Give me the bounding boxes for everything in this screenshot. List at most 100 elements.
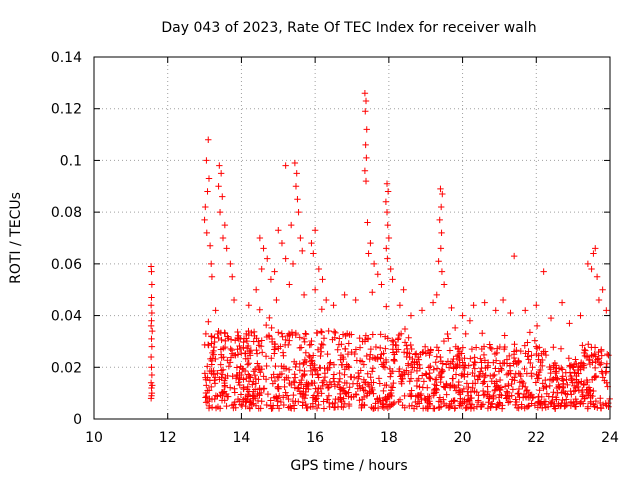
- data-point: [522, 307, 529, 314]
- band-marker: [301, 371, 308, 379]
- data-point: [205, 175, 213, 182]
- band-marker: [246, 405, 254, 412]
- band-marker: [204, 363, 211, 370]
- band-marker: [515, 404, 522, 412]
- band-marker: [515, 359, 522, 366]
- data-point: [385, 234, 393, 242]
- band-marker: [226, 384, 234, 391]
- data-point: [286, 281, 293, 288]
- data-point: [267, 276, 275, 283]
- band-marker: [367, 374, 374, 381]
- band-marker: [201, 370, 209, 377]
- band-marker: [252, 375, 260, 383]
- band-marker: [458, 370, 466, 378]
- data-point: [208, 273, 216, 280]
- band-marker: [477, 368, 484, 375]
- band-marker: [323, 381, 331, 388]
- band-marker: [471, 365, 478, 372]
- x-tick-label: 16: [306, 430, 324, 446]
- data-point: [201, 216, 208, 224]
- band-marker: [451, 324, 459, 332]
- band-marker: [501, 332, 508, 339]
- band-marker: [583, 353, 591, 360]
- band-marker: [249, 381, 256, 388]
- band-marker: [240, 384, 247, 391]
- band-marker: [542, 398, 550, 405]
- data-point: [588, 265, 595, 273]
- band-marker: [345, 393, 352, 400]
- band-marker: [597, 405, 605, 412]
- band-marker: [563, 396, 570, 403]
- band-marker: [356, 344, 364, 351]
- band-marker: [362, 379, 369, 386]
- band-marker: [256, 306, 263, 314]
- band-marker: [234, 395, 242, 403]
- data-point: [437, 203, 445, 211]
- band-marker: [497, 384, 505, 391]
- axis-ticks: [93, 56, 611, 420]
- band-marker: [352, 390, 360, 398]
- band-marker: [488, 401, 495, 408]
- y-tick-labels: 0 0.02 0.04 0.06 0.08 0.1 0.12 0.14: [51, 50, 82, 428]
- band-marker: [258, 398, 265, 405]
- band-marker: [420, 378, 428, 385]
- band-marker: [343, 363, 350, 371]
- band-marker: [275, 329, 282, 336]
- band-marker: [573, 378, 580, 386]
- band-marker: [359, 338, 366, 345]
- band-marker: [256, 391, 263, 399]
- band-marker: [243, 344, 251, 352]
- band-marker: [543, 390, 551, 397]
- band-marker: [285, 395, 292, 403]
- band-marker: [348, 394, 355, 401]
- data-point: [147, 322, 155, 330]
- band-marker: [202, 376, 210, 383]
- band-marker: [315, 401, 322, 409]
- band-marker: [419, 405, 427, 412]
- band-marker: [584, 403, 592, 410]
- band-marker: [405, 360, 412, 367]
- band-marker: [417, 390, 425, 398]
- band-marker: [278, 330, 286, 337]
- band-marker: [390, 356, 398, 363]
- data-point: [260, 245, 267, 252]
- band-marker: [364, 370, 371, 378]
- band-marker: [408, 402, 416, 409]
- band-marker: [267, 402, 274, 410]
- band-marker: [227, 336, 235, 343]
- data-point: [202, 203, 209, 211]
- band-marker: [520, 379, 527, 387]
- band-marker: [318, 340, 325, 348]
- band-marker: [242, 395, 249, 402]
- band-marker: [230, 404, 237, 412]
- band-marker: [443, 361, 450, 368]
- band-marker: [488, 345, 496, 353]
- band-marker: [231, 398, 239, 406]
- band-marker: [407, 375, 415, 382]
- band-marker: [564, 381, 571, 389]
- x-tick-labels: 10 12 14 16 18 20 22 24: [85, 430, 619, 446]
- data-point: [148, 364, 155, 371]
- data-point: [459, 312, 466, 319]
- band-marker: [304, 404, 311, 412]
- band-marker: [277, 398, 285, 406]
- band-marker: [232, 352, 239, 359]
- band-marker: [588, 351, 595, 359]
- band-marker: [239, 365, 247, 373]
- band-marker: [330, 404, 338, 411]
- band-marker: [391, 351, 398, 358]
- band-marker: [212, 392, 220, 399]
- x-tick-label: 18: [380, 430, 398, 446]
- band-marker: [451, 405, 458, 412]
- data-point: [407, 312, 415, 319]
- data-point: [382, 198, 390, 205]
- band-marker: [266, 314, 273, 322]
- band-marker: [511, 377, 518, 384]
- band-marker: [456, 402, 463, 409]
- data-point: [148, 392, 155, 399]
- band-marker: [326, 364, 333, 371]
- band-marker: [445, 364, 453, 371]
- band-marker: [280, 401, 287, 409]
- band-marker: [338, 361, 345, 369]
- band-marker: [292, 398, 299, 405]
